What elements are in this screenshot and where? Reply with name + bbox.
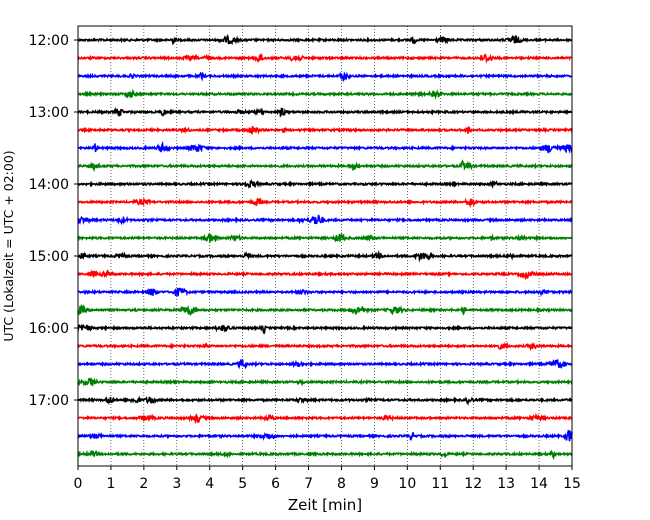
seismic-trace xyxy=(77,34,573,46)
seismic-trace xyxy=(77,125,573,135)
x-tick-label: 13 xyxy=(497,476,515,492)
x-tick-label: 0 xyxy=(74,476,83,492)
y-tick-label: 17:00 xyxy=(29,393,69,409)
x-tick-label: 1 xyxy=(106,476,115,492)
y-tick-label: 16:00 xyxy=(29,321,69,337)
x-tick-label: 8 xyxy=(337,476,346,492)
seismic-trace xyxy=(77,178,573,189)
seismic-trace xyxy=(77,376,573,387)
x-tick-label: 2 xyxy=(139,476,148,492)
x-tick-label: 7 xyxy=(304,476,313,492)
y-tick-label: 14:00 xyxy=(29,177,69,193)
seismic-trace xyxy=(77,395,573,406)
y-tick-label: 12:00 xyxy=(29,33,69,49)
seismic-trace xyxy=(77,341,573,352)
seismic-trace xyxy=(77,53,573,64)
seismic-trace xyxy=(77,303,573,317)
seismic-trace xyxy=(77,287,573,298)
seismic-trace xyxy=(77,429,573,442)
x-tick-label: 3 xyxy=(172,476,181,492)
seismic-traces xyxy=(77,34,573,461)
x-axis-label: Zeit [min] xyxy=(288,496,362,514)
y-axis-label: UTC (Lokalzeit = UTC + 02:00) xyxy=(1,150,16,341)
x-tick-label: 9 xyxy=(370,476,379,492)
y-tick-label: 13:00 xyxy=(29,105,69,121)
x-tick-label: 14 xyxy=(530,476,548,492)
x-tick-label: 15 xyxy=(563,476,581,492)
y-tick-label: 15:00 xyxy=(29,249,69,265)
x-tick-label: 6 xyxy=(271,476,280,492)
grid-lines xyxy=(110,26,540,466)
seismic-trace xyxy=(77,249,573,263)
x-axis: 0 1 2 3 4 5 6 7 8 9 10 11 12 13 14 15 xyxy=(74,466,581,492)
seismic-trace xyxy=(77,323,573,335)
x-tick-label: 10 xyxy=(398,476,416,492)
seismic-trace xyxy=(77,88,573,100)
x-tick-label: 4 xyxy=(205,476,214,492)
seismic-trace xyxy=(77,269,573,281)
seismic-trace xyxy=(77,231,573,243)
x-tick-label: 5 xyxy=(238,476,247,492)
seismic-trace xyxy=(77,358,573,370)
seismic-trace xyxy=(77,196,573,209)
seismic-trace xyxy=(77,140,573,155)
x-tick-label: 11 xyxy=(431,476,449,492)
y-axis: 12:00 13:00 14:00 15:00 16:00 17:00 xyxy=(29,33,78,409)
x-tick-label: 12 xyxy=(464,476,482,492)
plot-frame xyxy=(77,25,573,467)
seismic-trace xyxy=(77,412,573,425)
seismic-trace xyxy=(77,449,573,461)
seismic-trace xyxy=(77,159,573,172)
seismic-trace xyxy=(77,71,573,83)
seismic-trace xyxy=(77,106,573,118)
seismic-trace xyxy=(77,214,573,226)
